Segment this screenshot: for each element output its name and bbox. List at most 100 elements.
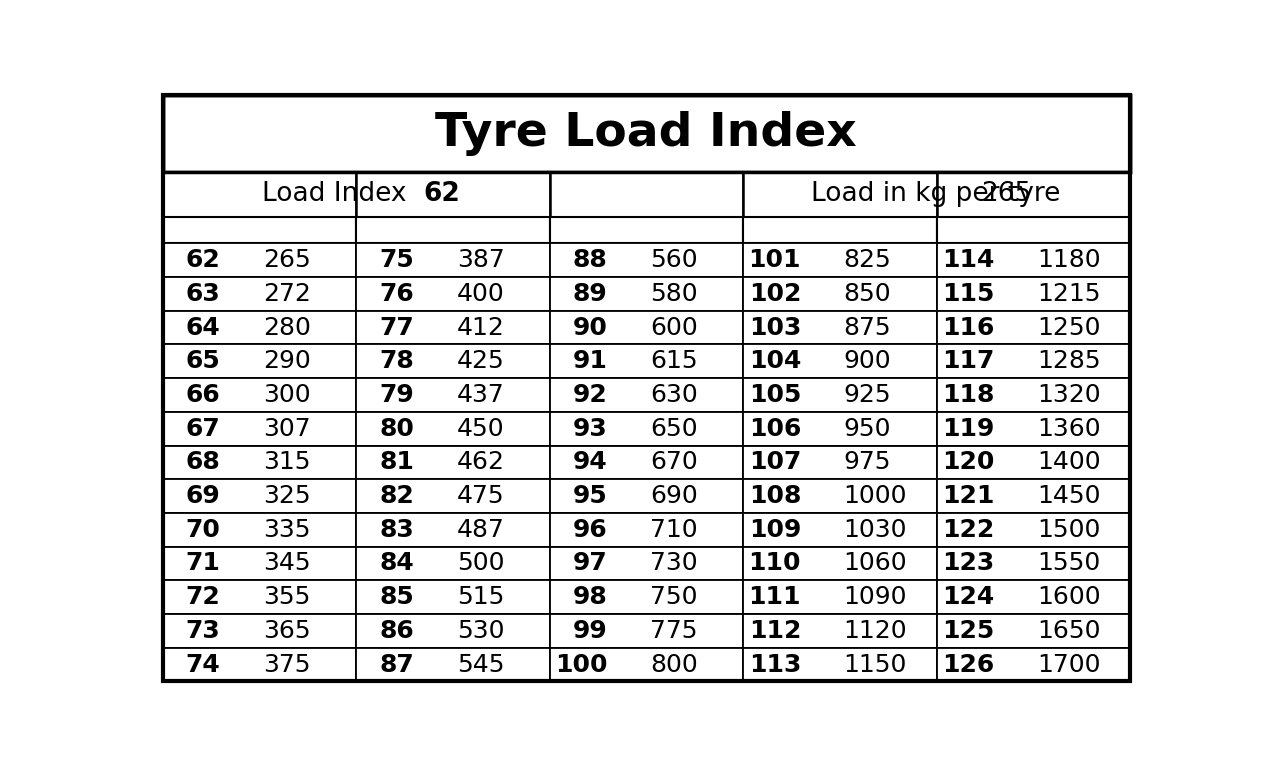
Text: 120: 120 (942, 451, 995, 474)
Text: 1700: 1700 (1037, 653, 1101, 677)
Text: 72: 72 (185, 585, 221, 609)
Bar (356, 647, 550, 681)
Text: 272: 272 (264, 281, 311, 306)
Text: 975: 975 (844, 451, 892, 474)
Text: 850: 850 (844, 281, 892, 306)
Text: 88: 88 (572, 248, 608, 272)
Bar (743, 479, 937, 513)
Text: 375: 375 (264, 653, 310, 677)
Bar (356, 172, 550, 217)
Text: 115: 115 (942, 281, 995, 306)
Text: 925: 925 (844, 383, 892, 407)
Text: 325: 325 (264, 484, 310, 508)
Text: 1360: 1360 (1037, 417, 1101, 441)
Bar (937, 345, 1130, 378)
Text: 82: 82 (380, 484, 414, 508)
Text: 1250: 1250 (1037, 315, 1101, 340)
Bar (743, 547, 937, 581)
Text: 355: 355 (264, 585, 310, 609)
Text: 89: 89 (572, 281, 608, 306)
Text: 265: 265 (264, 248, 311, 272)
Text: 750: 750 (651, 585, 697, 609)
Bar (937, 445, 1130, 479)
Text: 124: 124 (942, 585, 995, 609)
Text: Load in kg per tyre: Load in kg per tyre (811, 181, 1077, 208)
Text: 1285: 1285 (1037, 349, 1101, 373)
Bar (550, 217, 743, 243)
Text: 630: 630 (651, 383, 697, 407)
Text: Tyre Load Index: Tyre Load Index (435, 112, 857, 156)
Text: 117: 117 (942, 349, 995, 373)
Text: 122: 122 (942, 518, 995, 542)
Text: 950: 950 (844, 417, 892, 441)
Bar (163, 479, 356, 513)
Text: 307: 307 (264, 417, 310, 441)
Text: 87: 87 (380, 653, 414, 677)
Text: 102: 102 (749, 281, 801, 306)
Bar (937, 412, 1130, 445)
Text: 1215: 1215 (1037, 281, 1101, 306)
Bar (937, 547, 1130, 581)
Text: 1120: 1120 (844, 619, 907, 643)
Bar (163, 412, 356, 445)
Text: 85: 85 (380, 585, 414, 609)
Text: 615: 615 (651, 349, 697, 373)
Text: 79: 79 (380, 383, 414, 407)
Text: 1000: 1000 (844, 484, 907, 508)
Bar (550, 412, 743, 445)
Text: 84: 84 (380, 551, 414, 575)
Text: 86: 86 (380, 619, 414, 643)
Text: 121: 121 (942, 484, 995, 508)
Text: 730: 730 (651, 551, 697, 575)
Text: 450: 450 (456, 417, 504, 441)
Text: 62: 62 (185, 248, 221, 272)
Bar (550, 614, 743, 647)
Text: 1450: 1450 (1037, 484, 1101, 508)
Bar (356, 479, 550, 513)
Text: 111: 111 (749, 585, 801, 609)
Bar (356, 378, 550, 412)
Bar (356, 345, 550, 378)
Text: 387: 387 (456, 248, 504, 272)
Text: 98: 98 (572, 585, 608, 609)
Bar (163, 647, 356, 681)
Text: 73: 73 (185, 619, 221, 643)
Text: 1550: 1550 (1037, 551, 1101, 575)
Text: 1060: 1060 (844, 551, 907, 575)
Bar (163, 243, 356, 277)
Bar (163, 581, 356, 614)
Bar (550, 172, 743, 217)
Text: 500: 500 (456, 551, 504, 575)
Text: 96: 96 (572, 518, 608, 542)
Text: 600: 600 (651, 315, 697, 340)
Text: 487: 487 (456, 518, 504, 542)
Text: 105: 105 (749, 383, 801, 407)
Bar (163, 513, 356, 547)
Text: 99: 99 (572, 619, 608, 643)
Bar (937, 513, 1130, 547)
Bar (743, 581, 937, 614)
Text: 62: 62 (424, 181, 460, 208)
Bar (550, 581, 743, 614)
Text: 65: 65 (185, 349, 221, 373)
Bar (356, 614, 550, 647)
Text: 775: 775 (651, 619, 697, 643)
Text: 1650: 1650 (1037, 619, 1101, 643)
Bar (356, 445, 550, 479)
Text: 475: 475 (456, 484, 504, 508)
Text: 437: 437 (456, 383, 504, 407)
Text: 412: 412 (456, 315, 504, 340)
Bar (550, 647, 743, 681)
Text: 97: 97 (572, 551, 608, 575)
Text: 300: 300 (264, 383, 310, 407)
Text: 690: 690 (651, 484, 697, 508)
Text: 100: 100 (555, 653, 608, 677)
Text: 91: 91 (572, 349, 608, 373)
Text: 580: 580 (651, 281, 697, 306)
Bar (163, 445, 356, 479)
Bar (356, 217, 550, 243)
Bar (163, 172, 356, 217)
Bar (743, 277, 937, 311)
Text: 126: 126 (942, 653, 995, 677)
Bar (550, 311, 743, 345)
